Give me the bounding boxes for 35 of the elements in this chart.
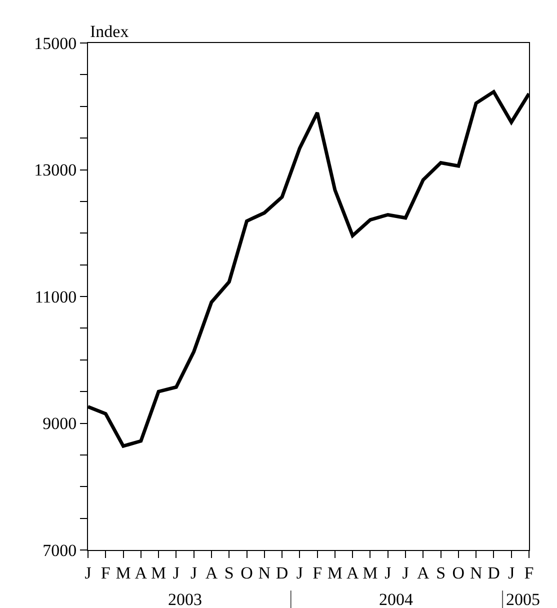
- x-tick-label: J: [402, 563, 410, 582]
- text: 2005: [506, 590, 540, 608]
- x-tick-label: N: [258, 563, 271, 582]
- x-tick-label: F: [312, 563, 322, 582]
- x-tick-label: M: [150, 563, 166, 582]
- text: 2003: [168, 590, 202, 608]
- x-tick-label: A: [134, 563, 148, 582]
- x-tick-label: J: [172, 563, 180, 582]
- x-tick-label: J: [84, 563, 92, 582]
- x-tick-label: J: [384, 563, 392, 582]
- y-tick-label: 15000: [34, 34, 77, 53]
- x-tick-label: S: [436, 563, 446, 582]
- x-tick-label: M: [327, 563, 343, 582]
- x-tick-label: D: [488, 563, 500, 582]
- x-tick-label: M: [116, 563, 131, 582]
- x-tick-label: A: [205, 563, 218, 582]
- y-tick-label: 11000: [34, 287, 77, 306]
- x-tick-label: F: [100, 563, 110, 582]
- x-tick-label: J: [508, 563, 516, 582]
- x-tick-label: A: [346, 563, 360, 582]
- x-tick-label: N: [470, 563, 482, 582]
- y-tick-label: 13000: [34, 160, 77, 180]
- y-tick-label: 7000: [42, 540, 77, 560]
- x-tick-label: A: [417, 563, 430, 582]
- y-tick-label: 9000: [42, 414, 77, 434]
- x-tick-label: M: [362, 563, 378, 582]
- x-tick-label: D: [276, 563, 288, 582]
- x-tick-label: S: [224, 563, 234, 582]
- x-tick-label: O: [240, 563, 253, 582]
- x-tick-label: J: [190, 563, 198, 582]
- x-tick-label: F: [524, 563, 534, 582]
- text: 2004: [379, 590, 414, 608]
- x-tick-label: J: [296, 563, 304, 582]
- x-tick-label: O: [452, 563, 465, 582]
- y-axis-title: Index: [90, 22, 130, 41]
